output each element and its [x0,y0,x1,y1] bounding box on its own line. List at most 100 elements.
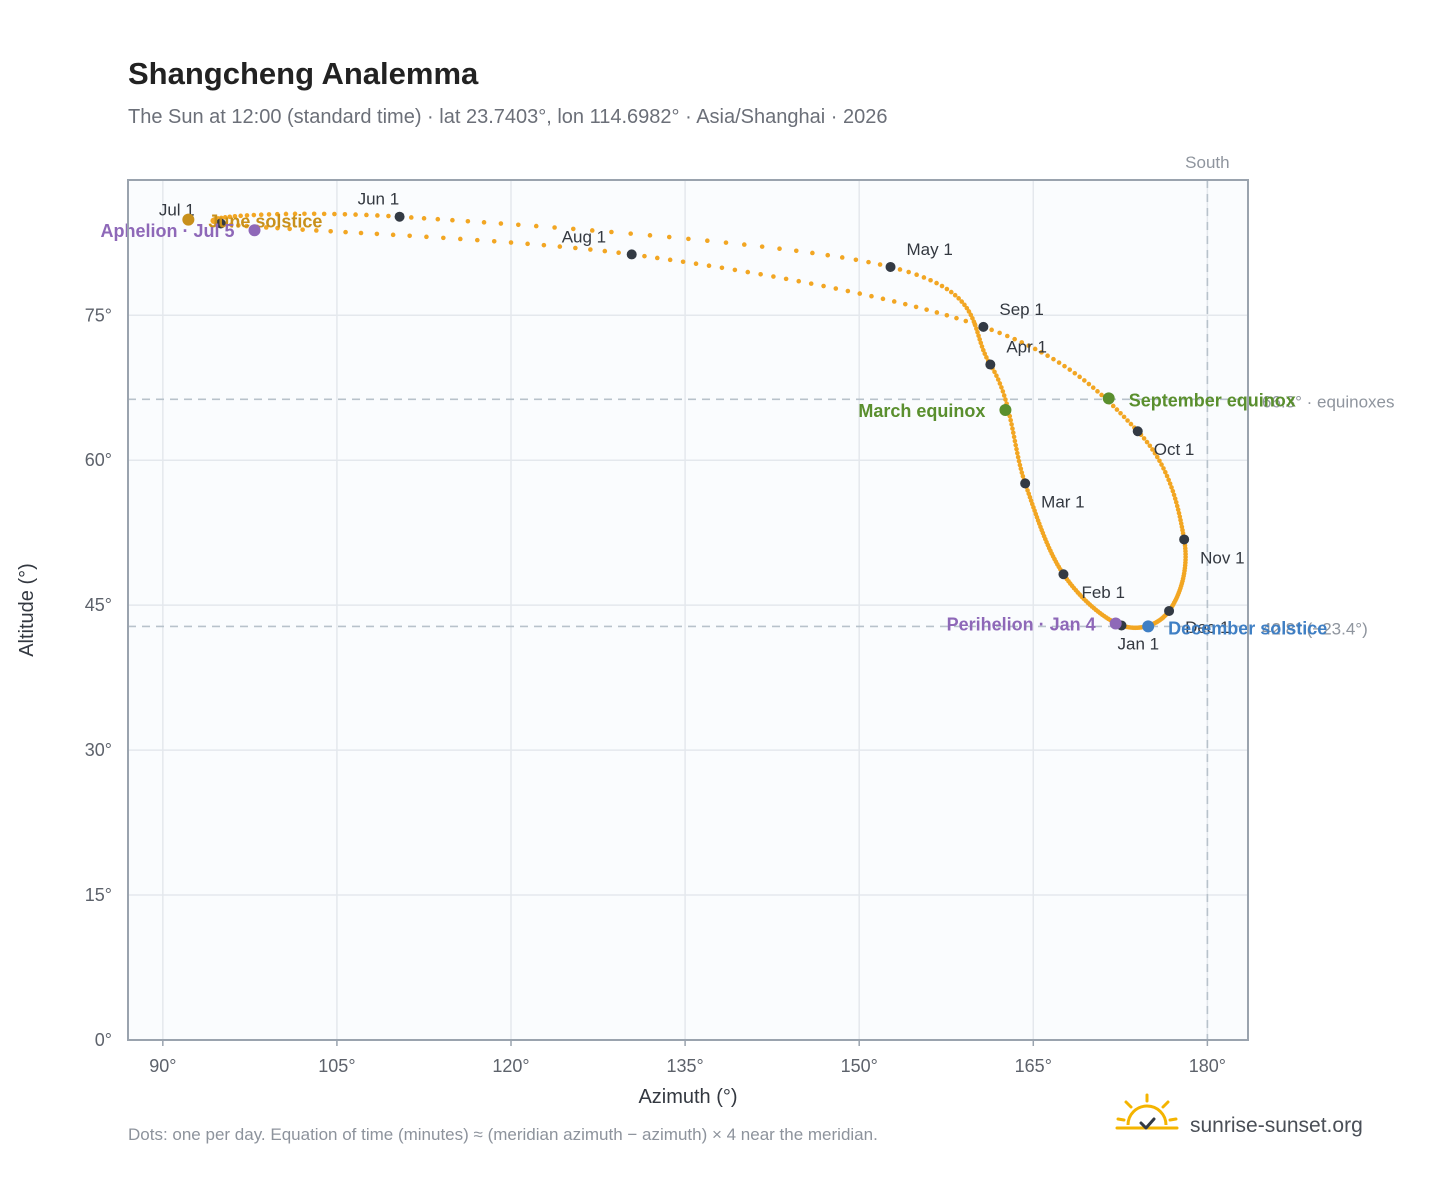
daily-sun-dot [995,377,1001,382]
daily-sun-dot [498,221,504,226]
daily-sun-dot [994,373,999,379]
daily-sun-dot [974,326,979,332]
daily-sun-dot [589,228,595,233]
x-tick-label: 90° [149,1056,176,1076]
daily-sun-dot [902,301,908,307]
daily-sun-dot [962,302,967,308]
daily-sun-dot [1166,477,1171,483]
daily-sun-dot [914,272,919,278]
daily-sun-dot [321,211,327,217]
daily-sun-dot [706,263,712,269]
daily-sun-dot [275,211,280,217]
daily-sun-dot [999,385,1004,390]
daily-sun-dot [1026,343,1031,348]
daily-sun-dot [1159,462,1164,467]
month-marker-label: Aug 1 [562,227,606,246]
daily-sun-dot [654,255,660,261]
daily-sun-dot [275,225,280,231]
daily-sun-dot [1056,360,1062,365]
chart-title: Shangcheng Analemma [128,56,479,91]
daily-sun-dot [924,307,929,312]
reference-line-label: South [1185,153,1229,172]
daily-sun-dot [1009,422,1014,427]
daily-sun-dot [1025,488,1030,493]
daily-sun-dot [407,233,412,239]
daily-sun-dot [934,280,939,286]
reference-lines: 66.3° · equinoxes 42.8° (−23.4°) South [128,153,1395,1040]
daily-sun-dot [1015,450,1020,456]
daily-sun-dot [928,277,933,283]
daily-sun-dot [1082,378,1087,383]
daily-sun-dot [1000,389,1006,394]
daily-sun-dot [897,267,903,272]
event-marker [1102,392,1115,405]
daily-sun-dot [1125,418,1130,423]
daily-sun-dot [263,225,269,230]
daily-sun-dot [311,211,317,217]
daily-sun-dot [1114,407,1120,412]
daily-sun-dot [976,333,981,339]
month-marker [1132,426,1143,437]
daily-sun-dot [374,231,380,237]
daily-sun-dot [952,292,958,298]
daily-sun-dot [1128,421,1134,427]
daily-sun-dot [1110,403,1116,409]
daily-sun-dot [1161,466,1166,471]
daily-sun-dot [968,312,974,318]
daily-sun-dot [1144,439,1150,445]
month-marker-label: May 1 [907,240,953,259]
event-markers: March equinox September equinox June solst… [100,212,1327,639]
x-tick-label: 135° [666,1056,703,1076]
daily-sun-dot [978,340,984,346]
daily-sun-dot [975,329,980,335]
daily-sun-dot [997,330,1002,336]
daily-sun-dot [825,252,831,258]
daily-sun-dot [222,215,228,220]
y-tick-label: 30° [85,740,112,760]
daily-sun-dot [1077,374,1082,380]
month-marker [215,218,226,229]
daily-sun-dot [866,259,871,265]
daily-sun-dot [1169,485,1174,490]
daily-sun-dot [491,239,497,244]
daily-sun-dot [647,233,653,238]
daily-sun-dot [244,213,250,218]
daily-sun-dot [481,220,487,225]
daily-sun-dot [1167,481,1173,486]
month-marker [1020,478,1031,489]
daily-sun-dot [1010,426,1015,431]
month-marker [885,261,896,272]
daily-sun-dot [421,216,427,221]
daily-sun-dot [1008,417,1013,423]
month-marker-label: Mar 1 [1041,492,1084,511]
daily-sun-dot [833,286,839,291]
daily-sun-dot [424,234,429,240]
daily-sun-dot [353,212,358,217]
daily-sun-dot [1012,336,1017,342]
daily-sun-dot [1121,414,1127,420]
daily-sun-dot [342,211,348,217]
sun-logo-icon [1115,1093,1179,1130]
x-tick-label: 165° [1015,1056,1052,1076]
daily-sun-dot [845,288,851,294]
daily-sun-dot [1157,458,1162,464]
daily-sun-dot [616,250,621,256]
daily-sun-dot [758,272,763,277]
daily-sun-dot [880,296,886,302]
month-marker [985,359,996,370]
daily-sun-dot [759,244,765,249]
daily-sun-dot [1010,430,1016,436]
daily-sun-dot [227,214,233,220]
daily-sun-dot [287,226,292,232]
daily-sun-dot [839,255,845,260]
x-tick-label: 120° [492,1056,529,1076]
daily-sun-dot [1045,353,1050,359]
daily-sun-dot [972,321,978,327]
daily-sun-dot [1011,434,1017,440]
daily-sun-dot [680,259,686,265]
daily-sun-dot [570,226,576,232]
daily-sun-dot [1001,393,1007,398]
daily-sun-dot [959,299,965,304]
daily-sun-dot [552,225,557,230]
